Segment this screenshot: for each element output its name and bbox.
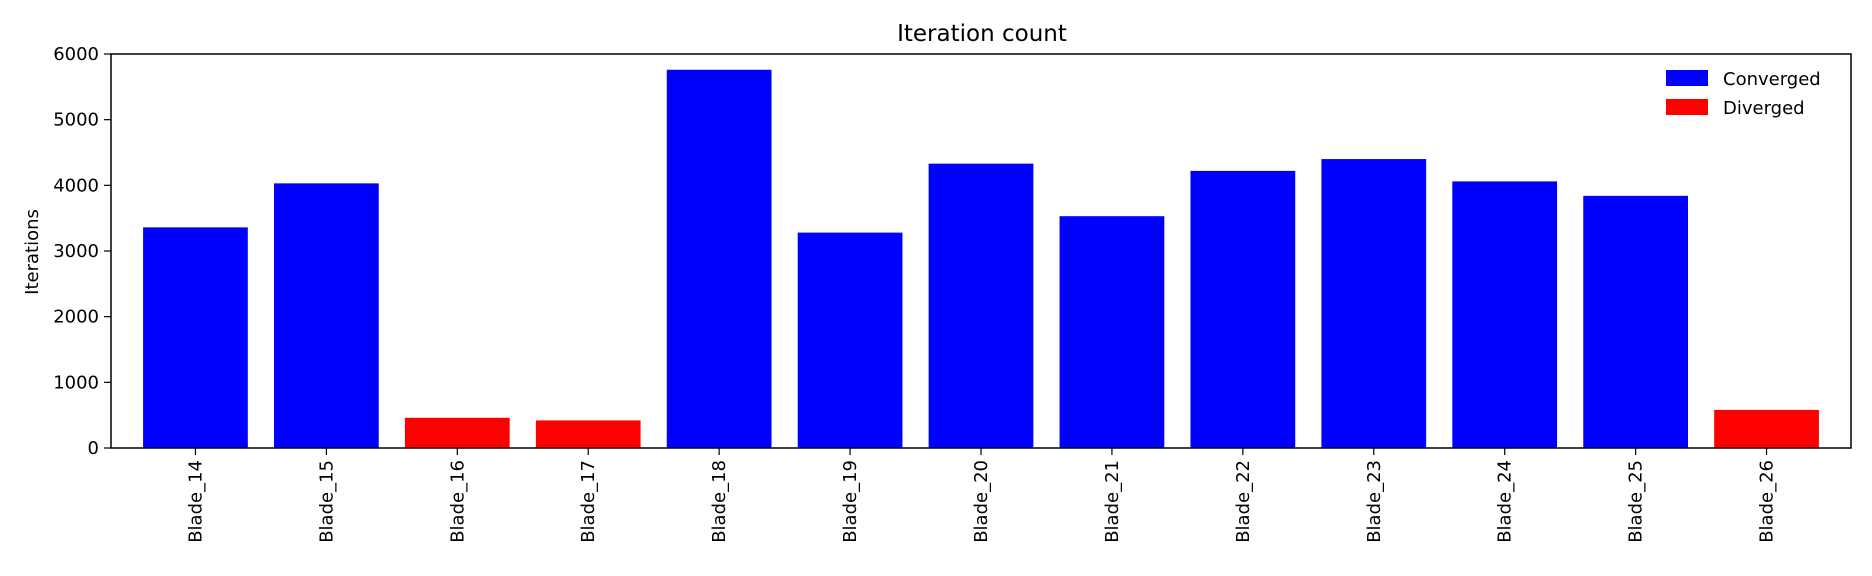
y-tick-label: 3000: [53, 241, 99, 262]
x-tick-label: Blade_22: [1233, 460, 1254, 543]
plot-frame: [110, 53, 1852, 449]
x-tick-label: Blade_15: [316, 460, 337, 543]
bar-blade-16: [404, 417, 510, 448]
x-tick-label: Blade_14: [185, 460, 206, 543]
bar-blade-17: [535, 420, 641, 448]
chart-title: Iteration count: [897, 21, 1067, 47]
x-tick-label: Blade_16: [447, 460, 468, 543]
x-tick-label: Blade_20: [971, 460, 992, 543]
bar-blade-15: [274, 183, 379, 448]
x-tick-label: Blade_23: [1364, 460, 1385, 543]
y-axis-label: Iterations: [22, 209, 43, 295]
bars-group: [143, 69, 1819, 449]
bar-blade-25: [1583, 195, 1688, 448]
bar-blade-14: [143, 227, 248, 448]
x-tick-label: Blade_21: [1102, 460, 1123, 543]
y-tick-label: 2000: [53, 307, 99, 328]
bar-blade-23: [1321, 159, 1427, 449]
bar-blade-21: [1059, 216, 1165, 448]
bar-blade-24: [1452, 181, 1558, 449]
y-tick-label: 1000: [53, 372, 99, 393]
legend-swatch-diverged: [1666, 99, 1708, 115]
y-tick-label: 0: [88, 438, 99, 459]
bar-blade-22: [1190, 170, 1296, 449]
y-tick-label: 6000: [53, 44, 99, 65]
y-axis-ticks: 0 1000 2000 3000 4000 5000 6000: [53, 44, 111, 459]
y-tick-label: 4000: [53, 175, 99, 196]
bar-blade-26: [1714, 409, 1819, 448]
x-tick-label: Blade_24: [1495, 460, 1516, 543]
x-axis-ticks: Blade_14 Blade_15 Blade_16 Blade_17 Blade_18…: [185, 448, 1778, 543]
legend-swatch-converged: [1666, 70, 1708, 86]
x-tick-label: Blade_18: [709, 460, 730, 543]
bar-blade-20: [928, 163, 1034, 448]
legend: Converged Diverged: [1666, 69, 1821, 119]
legend-label-converged: Converged: [1723, 69, 1821, 90]
bar-blade-19: [797, 232, 903, 448]
x-tick-label: Blade_17: [578, 460, 599, 543]
legend-label-diverged: Diverged: [1723, 98, 1805, 119]
y-tick-label: 5000: [53, 110, 99, 131]
bar-blade-18: [666, 69, 772, 448]
x-tick-label: Blade_25: [1626, 460, 1647, 543]
x-tick-label: Blade_26: [1757, 460, 1778, 543]
x-tick-label: Blade_19: [840, 460, 861, 543]
